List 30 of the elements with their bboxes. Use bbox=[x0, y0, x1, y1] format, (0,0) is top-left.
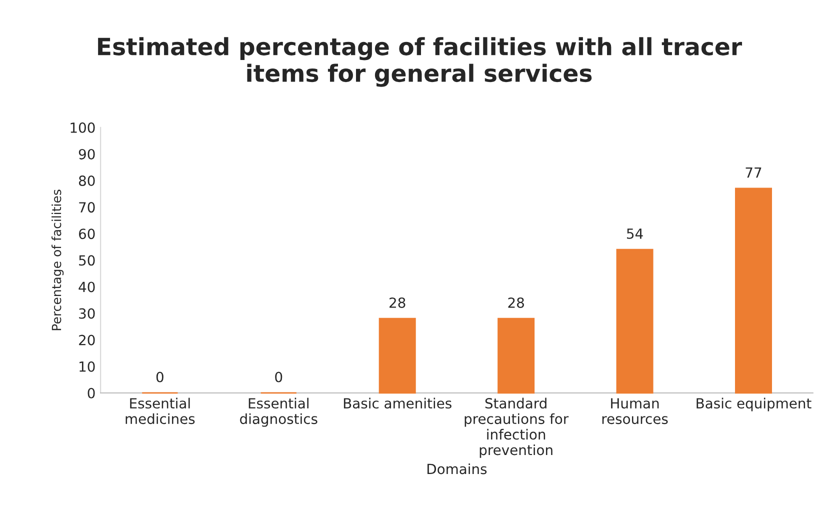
y-tick-label: 20 bbox=[79, 334, 95, 346]
data-label: 54 bbox=[627, 228, 643, 239]
y-tick-label: 90 bbox=[78, 148, 95, 160]
y-tick-label: 50 bbox=[79, 255, 95, 266]
y-tick-label: 70 bbox=[79, 202, 95, 213]
data-label: 28 bbox=[390, 297, 406, 308]
bar bbox=[616, 248, 654, 394]
data-label: 0 bbox=[275, 372, 282, 382]
bar bbox=[378, 318, 416, 394]
y-tick-label: 0 bbox=[88, 388, 95, 398]
y-tick-label: 30 bbox=[79, 308, 95, 319]
x-axis-title: Domains bbox=[428, 463, 487, 474]
x-tick-label: Essential medicines bbox=[126, 398, 195, 424]
y-tick-label: 100 bbox=[70, 122, 95, 133]
data-label: 28 bbox=[508, 297, 524, 308]
x-tick-label: Human resources bbox=[602, 398, 668, 424]
data-label: 0 bbox=[156, 372, 164, 382]
y-tick-label: 60 bbox=[78, 228, 95, 240]
data-label: 77 bbox=[746, 168, 762, 178]
y-tick-label: 10 bbox=[80, 361, 95, 372]
y-tick-label: 40 bbox=[78, 282, 95, 292]
bar bbox=[735, 188, 772, 394]
x-tick-label: Basic amenities bbox=[344, 398, 452, 409]
x-tick-label: Essential diagnostics bbox=[240, 398, 318, 427]
y-axis-title: Percentage of facilities bbox=[52, 190, 64, 330]
y-tick-label: 80 bbox=[78, 176, 95, 186]
x-tick-label: Standard precautions for infection prevention bbox=[464, 398, 569, 458]
bar bbox=[498, 318, 535, 394]
x-tick-label: Basic equipment bbox=[696, 398, 812, 412]
chart-title: Estimated percentage of facilities with all tracer items for general services bbox=[98, 37, 742, 87]
